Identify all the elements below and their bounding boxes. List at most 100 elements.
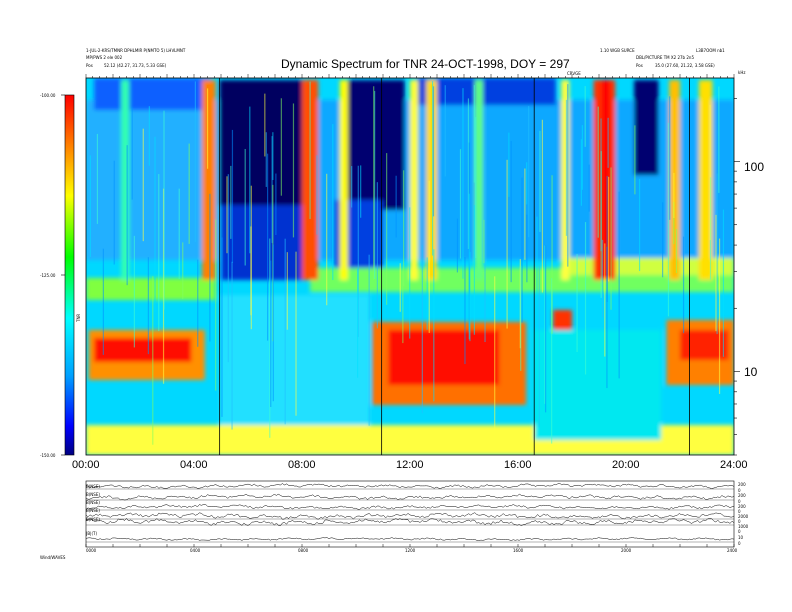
spectrum-texture <box>538 265 540 428</box>
spectrum-streak <box>121 80 130 280</box>
ts-right-tick: 200 <box>738 504 746 509</box>
spectrum-texture <box>428 180 430 333</box>
spectrum-texture <box>718 86 720 193</box>
spectrum-texture <box>580 139 583 206</box>
spectrum-texture <box>544 245 546 404</box>
spectrum-texture <box>376 182 378 329</box>
ts-right-tick: 0 <box>738 509 741 514</box>
timeseries-panel <box>85 480 735 548</box>
spectrum-texture <box>402 270 404 344</box>
spectrum-region <box>219 295 370 425</box>
x-tick-label: 12:00 <box>396 459 424 471</box>
spectrum-texture <box>604 243 606 357</box>
spectrum-region <box>86 278 216 300</box>
spectrum-texture <box>373 86 375 280</box>
spectrum-texture <box>194 81 196 242</box>
ts-right-tick: 0 <box>738 541 741 546</box>
spectrum-texture <box>386 153 388 305</box>
spectrum-texture <box>473 205 475 335</box>
spectrum-texture <box>565 99 568 236</box>
spectrum-texture <box>272 244 274 402</box>
header-meta-right-line2: DBL/PICTURE TM X2 27b 2n5 <box>636 55 694 60</box>
spectrum-streak <box>698 80 713 280</box>
spectrum-streak <box>410 80 419 280</box>
spectrum-texture <box>96 133 99 224</box>
spectrum-texture <box>368 254 370 426</box>
spectrum-texture <box>584 86 586 147</box>
spectrum-texture <box>618 191 620 379</box>
ts-series-label: B(NSE) <box>86 500 100 505</box>
spectrum-texture <box>581 125 583 190</box>
spectrum-texture <box>475 117 477 259</box>
spectrum-texture <box>662 202 664 278</box>
spectrum-texture <box>673 201 675 245</box>
spectrum-texture <box>316 155 318 235</box>
ts-series-label: B(NSE) <box>86 484 100 489</box>
spectrum-texture <box>484 160 486 343</box>
spectrum-texture <box>230 165 232 239</box>
spectrum-texture <box>231 261 233 430</box>
spectrum-texture <box>709 104 711 241</box>
spectrum-texture <box>551 175 553 334</box>
spectrum-streak <box>339 80 348 280</box>
spectrum-texture <box>126 145 128 286</box>
spectrum-region <box>680 330 729 360</box>
spectrum-texture <box>197 259 199 347</box>
spectrum-texture <box>456 218 459 273</box>
spectrum-texture <box>269 238 271 438</box>
spectrum-texture <box>148 106 150 166</box>
spectrum-texture <box>526 162 528 205</box>
spectrum-texture <box>444 85 446 177</box>
spectrum-texture <box>506 159 508 329</box>
spectrum-streak <box>474 80 483 280</box>
spectrum-texture <box>249 106 251 254</box>
ts-right-tick: 1000 <box>738 524 749 529</box>
spectrum-texture <box>588 164 590 212</box>
spectrum-texture <box>520 265 522 371</box>
spectrum-texture <box>528 106 530 238</box>
spectrum-texture <box>154 136 156 312</box>
spectrum-texture <box>209 193 211 342</box>
spectrum-texture <box>265 132 267 187</box>
spectrum-texture <box>638 178 641 272</box>
spectrum-texture <box>270 260 272 407</box>
x-tick-label: 00:00 <box>72 459 100 471</box>
spectrum-texture <box>675 229 678 274</box>
timeseries-trace <box>85 493 735 501</box>
ts-right-tick: 0 <box>738 519 741 524</box>
x-tick-label: 24:00 <box>720 459 748 471</box>
header-pos-label-left: Pos <box>86 63 93 68</box>
spectrum-texture <box>473 85 475 183</box>
timeseries-trace <box>85 512 735 520</box>
spectrum-texture <box>601 239 604 318</box>
timeseries-trace <box>85 503 735 510</box>
spectrum-texture <box>332 124 334 281</box>
spectrum-texture <box>271 136 273 243</box>
spectrum-texture <box>280 98 282 196</box>
ts-right-tick: 0 <box>738 529 741 534</box>
spectrum-texture <box>715 214 717 332</box>
spectrum-texture <box>351 166 353 208</box>
spectrum-texture <box>152 276 154 445</box>
header-meta-right-line1b: L3B7OOM nb1 <box>696 48 725 53</box>
spectrum-texture <box>551 278 553 444</box>
colorbar-tick-mid: -125.00 <box>40 273 56 278</box>
spectrum-texture <box>147 257 149 355</box>
spectrum-texture <box>250 226 252 316</box>
timeseries-trace <box>85 483 735 489</box>
spectrum-region <box>534 330 662 440</box>
spectrum-texture <box>188 143 190 244</box>
spectrum-region <box>388 330 500 385</box>
spectrum-region <box>415 78 556 105</box>
spectrum-texture <box>597 106 599 238</box>
x-tick-label: 04:00 <box>180 459 208 471</box>
ts-x-tick: 0800 <box>298 548 309 553</box>
spectrum-texture <box>606 246 608 389</box>
ts-right-tick: 0 <box>738 488 741 493</box>
spectrum-texture <box>494 276 496 443</box>
spectrum-region <box>94 78 211 110</box>
spectrum-texture <box>206 88 209 169</box>
ts-series-label: B(NSE) <box>86 492 100 497</box>
spectrum-texture <box>356 268 359 378</box>
